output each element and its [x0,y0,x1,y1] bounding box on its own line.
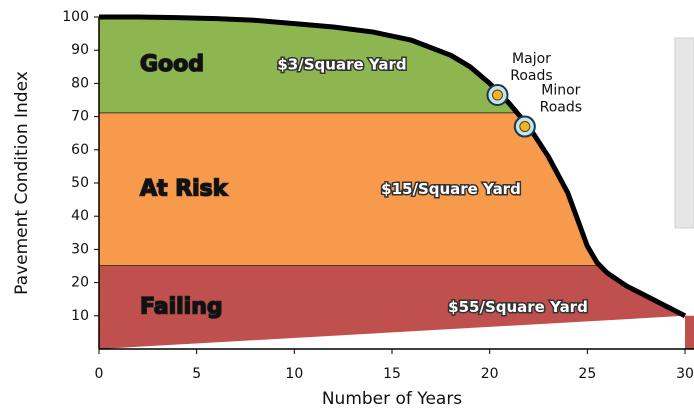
legend-box [674,37,694,229]
x-axis-title: Number of Years [322,389,462,409]
y-tick-label: 20 [71,275,89,291]
y-tick-label: 60 [71,142,89,158]
zone-label: Failing [140,295,223,320]
y-tick-label: 90 [71,42,89,58]
zone-label: Good [140,52,204,77]
y-tick-label: 50 [71,175,89,191]
point-label: Minor [541,83,580,99]
y-tick-label: 80 [71,75,89,91]
x-tick-label: 20 [481,366,499,382]
point [491,89,503,101]
y-tick-label: 100 [62,9,89,25]
cost-label: $3/Square Yard [277,56,406,74]
x-tick-label: 25 [578,366,596,382]
x-tick-label: 15 [383,366,401,382]
y-tick-label: 30 [71,241,89,257]
point-label: Roads [540,100,582,116]
cost-label: $15/Square Yard [381,180,521,198]
point [519,121,531,133]
x-tick-label: 0 [95,366,104,382]
cost-label: $55/Square Yard [448,298,588,316]
x-tick-label: 10 [285,366,303,382]
point-label: Roads [510,68,552,84]
y-axis-title: Pavement Condition Index [12,71,32,295]
y-tick-label: 70 [71,109,89,125]
y-tick-label: 10 [71,308,89,324]
zone-label: At Risk [140,177,229,202]
point-label: Major [512,51,551,67]
x-tick-label: 5 [192,366,201,382]
x-tick-label: 30 [676,366,694,382]
y-tick-label: 40 [71,208,89,224]
